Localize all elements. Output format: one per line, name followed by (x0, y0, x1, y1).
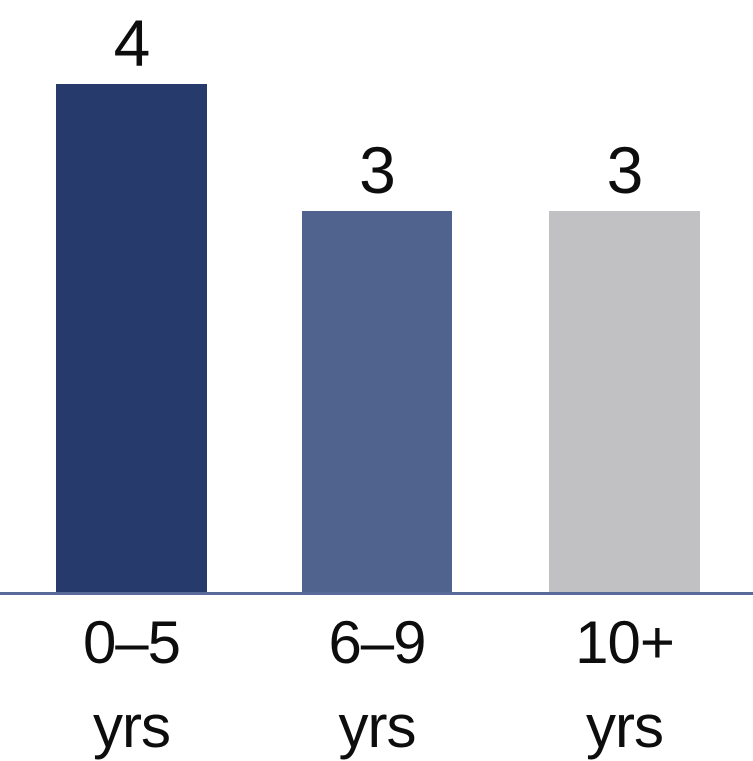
x-axis-line (0, 592, 753, 595)
x-tick-label-line1: 10+ (575, 609, 675, 676)
bar-group (302, 0, 452, 761)
bar-value-label: 4 (113, 6, 151, 80)
bar-group (56, 0, 207, 761)
x-tick-label-line1: 6–9 (328, 609, 426, 676)
x-tick-label-line2: yrs (93, 693, 171, 760)
x-tick-label-line2: yrs (586, 693, 664, 760)
x-tick-label: 6–9 yrs (302, 601, 452, 761)
bar (56, 84, 207, 594)
bar (302, 211, 452, 594)
bar (549, 211, 700, 594)
x-tick-label: 0–5 yrs (56, 601, 207, 761)
x-tick-label: 10+ yrs (549, 601, 700, 761)
x-tick-label-line1: 0–5 (82, 609, 181, 676)
bar-value-label: 3 (606, 133, 644, 207)
bar-value-label: 3 (359, 133, 396, 207)
x-tick-label-line2: yrs (338, 693, 417, 760)
bar-group (549, 0, 700, 761)
